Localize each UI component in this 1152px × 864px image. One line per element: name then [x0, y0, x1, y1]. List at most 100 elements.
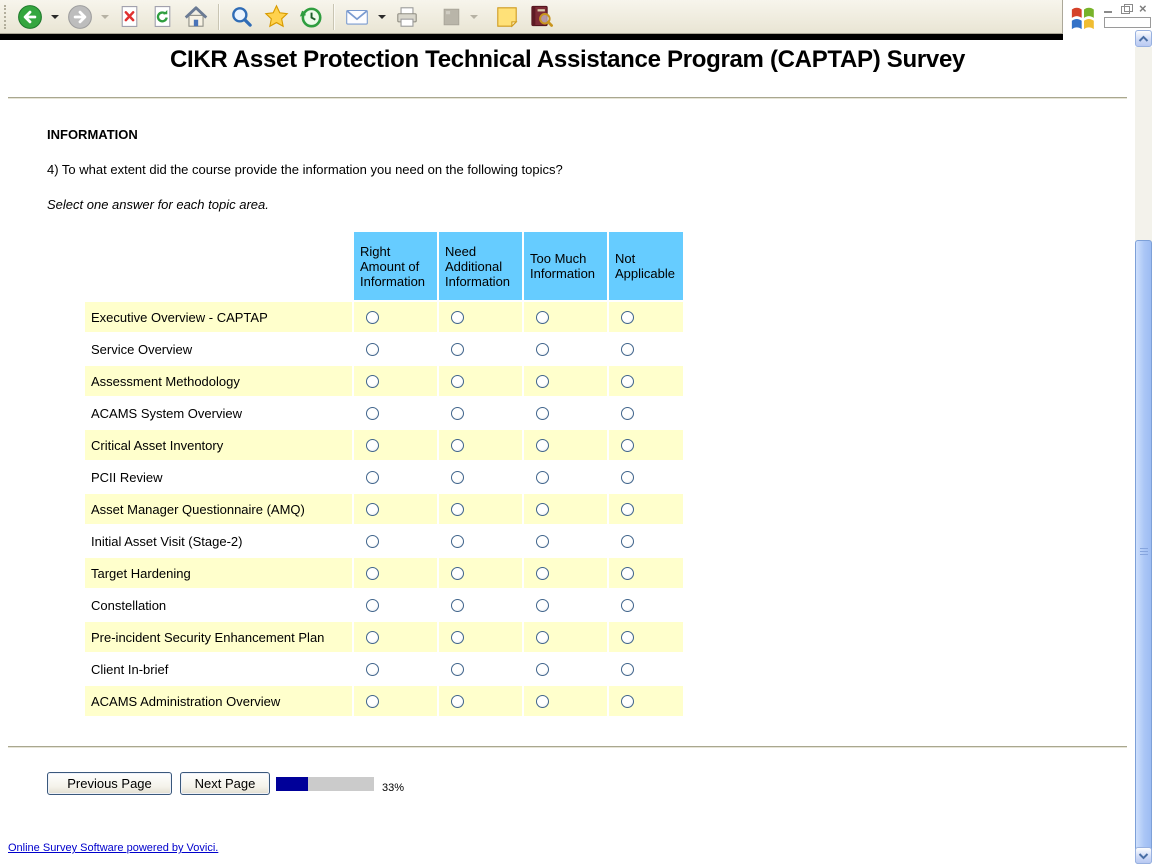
radio-cell	[354, 558, 437, 588]
radio-button[interactable]	[366, 470, 379, 484]
radio-button[interactable]	[621, 342, 634, 356]
radio-button[interactable]	[536, 630, 549, 644]
radio-button[interactable]	[451, 694, 464, 708]
close-button[interactable]: ×	[1139, 1, 1147, 16]
research-button[interactable]	[526, 2, 557, 32]
radio-cell	[354, 462, 437, 492]
radio-button[interactable]	[451, 534, 464, 548]
radio-button[interactable]	[621, 566, 634, 580]
discuss-button[interactable]	[492, 2, 522, 32]
forward-button[interactable]	[65, 2, 95, 32]
radio-button[interactable]	[536, 598, 549, 612]
radio-button[interactable]	[621, 438, 634, 452]
scrollbar-track[interactable]	[1135, 47, 1152, 864]
table-row: Pre-incident Security Enhancement Plan	[85, 622, 683, 652]
radio-cell	[524, 334, 607, 364]
favorites-button[interactable]	[261, 2, 292, 32]
history-button[interactable]	[296, 2, 326, 32]
radio-button[interactable]	[451, 342, 464, 356]
radio-button[interactable]	[366, 406, 379, 420]
radio-button[interactable]	[451, 374, 464, 388]
edit-dropdown-icon[interactable]	[470, 14, 478, 19]
radio-button[interactable]	[451, 566, 464, 580]
radio-button[interactable]	[536, 470, 549, 484]
radio-button[interactable]	[536, 310, 549, 324]
back-dropdown-icon[interactable]	[51, 14, 59, 19]
vovici-footer-link[interactable]: Online Survey Software powered by Vovici…	[8, 842, 219, 854]
table-row: Asset Manager Questionnaire (AMQ)	[85, 494, 683, 524]
topic-label: Constellation	[85, 590, 352, 620]
radio-button[interactable]	[366, 310, 379, 324]
radio-button[interactable]	[366, 662, 379, 676]
scrollbar-down-button[interactable]	[1135, 847, 1152, 864]
restore-button[interactable]	[1121, 4, 1133, 14]
radio-button[interactable]	[621, 694, 634, 708]
minimize-button[interactable]	[1103, 4, 1114, 14]
forward-dropdown-icon[interactable]	[101, 14, 109, 19]
radio-button[interactable]	[536, 566, 549, 580]
radio-button[interactable]	[366, 374, 379, 388]
browser-toolbar	[0, 0, 1063, 34]
radio-button[interactable]	[451, 662, 464, 676]
radio-button[interactable]	[451, 470, 464, 484]
back-button[interactable]	[15, 2, 45, 32]
instruction-text: Select one answer for each topic area.	[47, 197, 269, 212]
radio-button[interactable]	[536, 438, 549, 452]
previous-page-button[interactable]: Previous Page	[47, 772, 172, 795]
next-page-button[interactable]: Next Page	[180, 772, 270, 795]
edit-button[interactable]	[438, 2, 464, 32]
topic-label: Critical Asset Inventory	[85, 430, 352, 460]
radio-button[interactable]	[366, 694, 379, 708]
refresh-button[interactable]	[148, 2, 177, 32]
home-button[interactable]	[181, 2, 211, 32]
radio-button[interactable]	[621, 470, 634, 484]
radio-button[interactable]	[621, 662, 634, 676]
home-icon	[184, 5, 208, 27]
radio-button[interactable]	[621, 630, 634, 644]
radio-button[interactable]	[366, 502, 379, 516]
scrollbar-thumb[interactable]	[1135, 240, 1152, 864]
radio-button[interactable]	[621, 374, 634, 388]
radio-button[interactable]	[621, 534, 634, 548]
stop-button[interactable]	[115, 2, 144, 32]
radio-cell	[524, 462, 607, 492]
radio-button[interactable]	[621, 598, 634, 612]
radio-button[interactable]	[536, 534, 549, 548]
radio-button[interactable]	[536, 342, 549, 356]
survey-matrix-table: Right Amount of Information Need Additio…	[83, 230, 685, 718]
favorites-star-icon	[264, 4, 289, 28]
radio-button[interactable]	[366, 566, 379, 580]
mail-dropdown-icon[interactable]	[378, 14, 386, 19]
radio-button[interactable]	[451, 630, 464, 644]
radio-button[interactable]	[621, 502, 634, 516]
radio-button[interactable]	[536, 694, 549, 708]
radio-button[interactable]	[536, 406, 549, 420]
radio-cell	[439, 398, 522, 428]
topic-label: Target Hardening	[85, 558, 352, 588]
toolbar-grip[interactable]	[4, 4, 6, 29]
radio-button[interactable]	[366, 630, 379, 644]
radio-cell	[354, 526, 437, 556]
mail-button[interactable]	[342, 2, 372, 32]
scrollbar-up-button[interactable]	[1135, 30, 1152, 47]
radio-button[interactable]	[451, 598, 464, 612]
radio-button[interactable]	[621, 310, 634, 324]
radio-cell	[524, 654, 607, 684]
radio-button[interactable]	[536, 502, 549, 516]
radio-button[interactable]	[366, 534, 379, 548]
table-row: Assessment Methodology	[85, 366, 683, 396]
radio-button[interactable]	[451, 438, 464, 452]
search-button[interactable]	[227, 2, 257, 32]
radio-button[interactable]	[366, 598, 379, 612]
radio-button[interactable]	[451, 502, 464, 516]
print-button[interactable]	[392, 2, 422, 32]
print-icon	[397, 6, 417, 27]
radio-button[interactable]	[536, 662, 549, 676]
radio-button[interactable]	[366, 342, 379, 356]
radio-button[interactable]	[536, 374, 549, 388]
radio-button[interactable]	[621, 406, 634, 420]
radio-cell	[439, 558, 522, 588]
radio-button[interactable]	[451, 406, 464, 420]
radio-button[interactable]	[451, 310, 464, 324]
radio-button[interactable]	[366, 438, 379, 452]
